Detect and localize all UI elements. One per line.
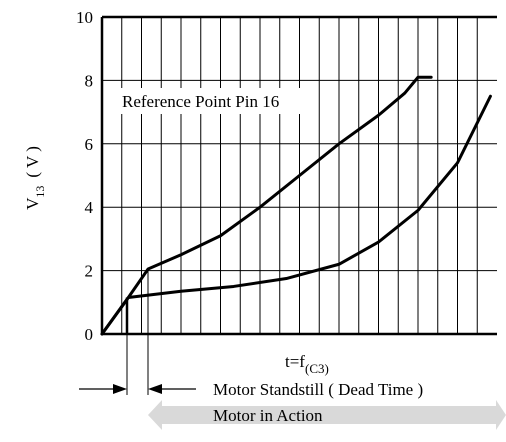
series-line-1 [100,75,433,336]
y-tick-label: 8 [85,71,94,90]
dead-time-arrowhead-left [113,384,127,394]
motor-in-action-label: Motor in Action [213,406,323,425]
dead-time-label: Motor Standstill ( Dead Time ) [213,380,423,399]
y-tick-label: 4 [85,198,94,217]
y-tick-label: 0 [85,325,94,344]
y-tick-label: 6 [85,135,94,154]
dead-time-arrowhead-right [148,384,162,394]
y-axis-label-main: V [23,197,42,210]
y-axis-label-unit: ( V ) [23,146,42,178]
y-axis-label-sub: 13 [33,186,47,198]
annotation-background [118,88,316,114]
series-line-2 [100,94,492,336]
y-axis-label: V13 ( V ) [23,146,47,210]
dead-time-marker [79,268,196,395]
y-tick-labels: 0 2 4 6 8 10 [76,8,94,344]
y-tick-label: 2 [85,262,94,281]
x-axis-label-main: t=f [285,352,305,371]
series-group [100,75,492,336]
plot-frame [100,15,497,336]
x-axis-label: t=f(C3) [285,352,329,376]
grid [102,17,497,334]
x-axis-label-sub: (C3) [305,361,329,376]
y-tick-label: 10 [76,8,93,27]
annotation-reference-point: Reference Point Pin 16 [122,92,279,111]
motor-in-action-arrow [148,400,506,430]
